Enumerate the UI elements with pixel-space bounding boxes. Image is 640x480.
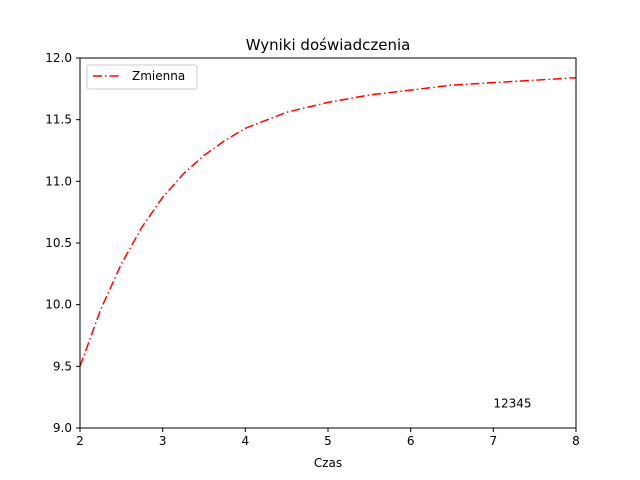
legend-label-zmienna: Zmienna — [132, 69, 185, 83]
x-tick-label: 3 — [159, 434, 167, 448]
y-tick-label: 11.5 — [45, 113, 72, 127]
x-axis-ticks: 2 3 4 5 6 7 8 — [76, 428, 580, 448]
x-tick-label: 4 — [242, 434, 250, 448]
x-tick-label: 6 — [407, 434, 415, 448]
y-tick-label: 12.0 — [45, 51, 72, 65]
y-tick-label: 9.5 — [53, 359, 72, 373]
y-tick-label: 10.0 — [45, 298, 72, 312]
x-axis-label: Czas — [314, 456, 342, 470]
y-tick-label: 11.0 — [45, 174, 72, 188]
y-tick-label: 9.0 — [53, 421, 72, 435]
x-tick-label: 7 — [490, 434, 498, 448]
annotation-label: 12345 — [493, 396, 531, 410]
series-line-zmienna — [79, 76, 577, 367]
legend-box — [86, 64, 198, 90]
plot-area-frame — [79, 57, 577, 429]
chart-title: Wyniki doświadczenia — [246, 36, 411, 54]
y-axis-ticks: 9.0 9.5 10.0 10.5 11.0 11.5 12.0 — [45, 51, 80, 435]
x-tick-label: 8 — [572, 434, 580, 448]
y-tick-label: 10.5 — [45, 236, 72, 250]
x-tick-label: 5 — [324, 434, 332, 448]
legend: Zmienna — [86, 64, 198, 90]
series-layer — [79, 76, 577, 367]
x-tick-label: 2 — [76, 434, 84, 448]
